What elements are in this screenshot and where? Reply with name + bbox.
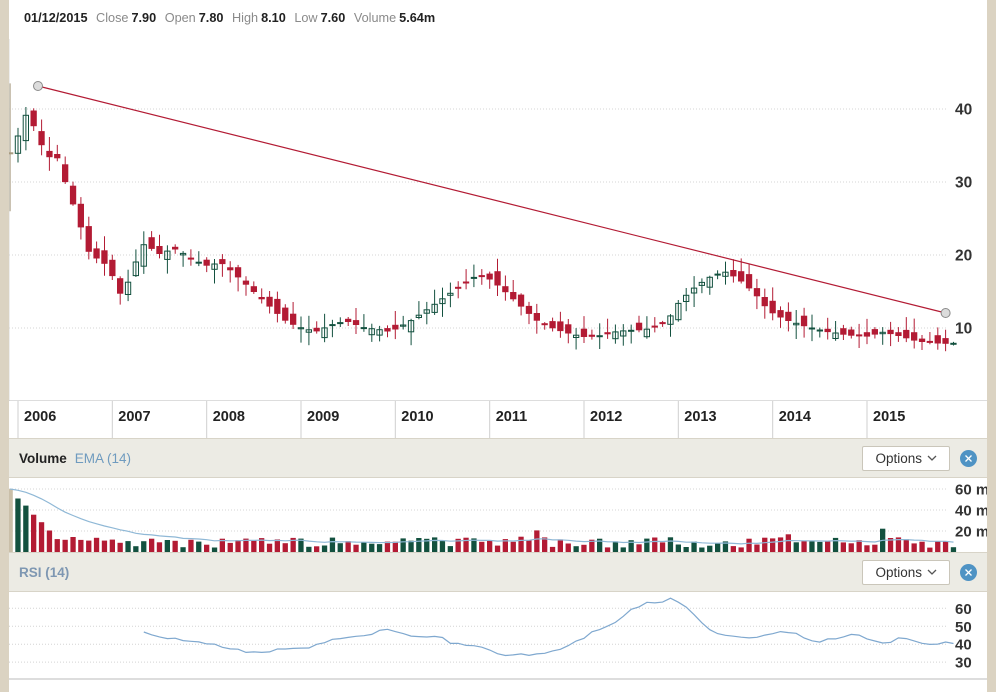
svg-text:30: 30: [955, 655, 972, 672]
svg-text:60 m: 60 m: [955, 482, 987, 499]
svg-text:40: 40: [955, 102, 972, 119]
svg-text:2013: 2013: [684, 409, 716, 425]
svg-text:2006: 2006: [24, 409, 56, 425]
svg-text:2015: 2015: [873, 409, 905, 425]
svg-text:2012: 2012: [590, 409, 622, 425]
svg-text:20 m: 20 m: [955, 524, 987, 541]
svg-text:2009: 2009: [307, 409, 339, 425]
svg-text:2008: 2008: [213, 409, 245, 425]
svg-text:2014: 2014: [779, 409, 811, 425]
svg-text:2011: 2011: [496, 409, 527, 425]
svg-text:2010: 2010: [401, 409, 433, 425]
svg-text:60: 60: [955, 601, 972, 618]
svg-text:20: 20: [955, 248, 972, 265]
svg-text:40: 40: [955, 637, 972, 654]
svg-text:30: 30: [955, 175, 972, 192]
svg-text:2007: 2007: [118, 409, 150, 425]
svg-text:10: 10: [955, 321, 972, 338]
svg-text:40 m: 40 m: [955, 503, 987, 520]
svg-text:50: 50: [955, 619, 972, 636]
